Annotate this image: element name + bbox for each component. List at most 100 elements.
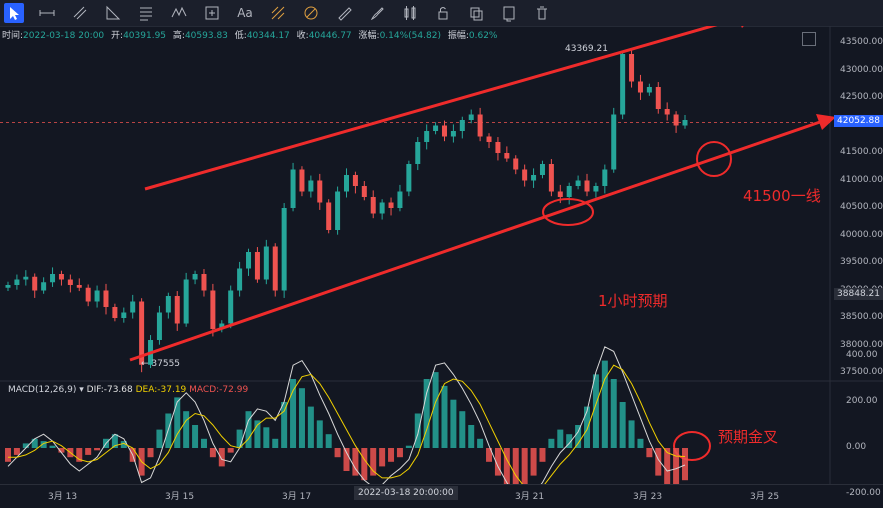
candle-body	[201, 274, 207, 291]
candle-body	[263, 246, 269, 280]
macd-histogram-bar	[22, 443, 29, 448]
candle-body	[290, 169, 296, 208]
candle-body	[406, 164, 412, 192]
price-axis-label: 39500.00	[840, 257, 883, 267]
candle-body	[513, 158, 519, 170]
macd-histogram-bar	[548, 438, 555, 448]
pattern-icon[interactable]	[268, 3, 288, 23]
candle-body	[637, 81, 643, 93]
candle-body	[361, 186, 367, 197]
macd-histogram-bar	[682, 448, 688, 481]
candle-body	[370, 197, 376, 214]
price-axis-label: 42500.00	[840, 92, 883, 102]
price-axis-label: 43000.00	[840, 64, 883, 75]
price-axis-label: 38500.00	[840, 312, 883, 322]
candle-body	[646, 87, 652, 93]
text-icon[interactable]: Aa	[237, 6, 253, 20]
candle-body	[495, 142, 501, 153]
close-value: 40446.77	[308, 31, 352, 41]
expand-icon[interactable]	[802, 32, 816, 46]
forecast-annotation: 1小时预期	[598, 292, 668, 310]
candle-body	[424, 131, 430, 142]
change-value: 0.14%(54.82)	[379, 31, 441, 41]
macd-histogram-bar	[209, 448, 216, 458]
candle-body	[504, 153, 510, 159]
target-circle	[696, 141, 732, 177]
dea-value: DEA:-37.19	[135, 385, 187, 395]
time-axis-label: 3月 17	[282, 492, 312, 502]
dif-line	[7, 346, 686, 484]
candle-body	[50, 274, 56, 283]
candle-body	[67, 279, 73, 285]
time-axis-label: 3月 21	[515, 492, 545, 502]
macd-histogram-bar	[192, 425, 199, 448]
macd-histogram-bar	[40, 441, 47, 448]
chevron-down-icon[interactable]: ▾	[79, 385, 84, 395]
macd-indicator-name[interactable]: MACD(12,26,9)	[8, 385, 77, 395]
candle-body	[121, 312, 127, 318]
candle-body	[629, 54, 635, 82]
wave-pattern-icon[interactable]	[169, 3, 189, 23]
candle-body	[539, 164, 545, 175]
crosshair-price-tag: 38848.21	[834, 288, 883, 300]
macd-histogram-bar	[370, 448, 377, 476]
candle-body	[326, 202, 332, 230]
macd-histogram-bar	[673, 448, 680, 484]
cursor-icon[interactable]	[4, 3, 24, 23]
macd-histogram-bar	[49, 445, 56, 448]
candle-body	[272, 246, 278, 291]
lower-channel-arrow	[129, 120, 821, 362]
macd-histogram-bar	[76, 448, 83, 462]
brush-icon[interactable]	[367, 3, 387, 23]
candle-body	[246, 252, 252, 269]
copy-icon[interactable]	[466, 3, 486, 23]
fib-retracement-icon[interactable]	[103, 3, 123, 23]
candle-body	[575, 180, 581, 186]
fib-fan-icon[interactable]	[301, 3, 321, 23]
close-label: 收:	[296, 31, 309, 41]
macd-histogram-bar	[512, 448, 519, 484]
time-axis-label: 3月 15	[165, 492, 195, 502]
price-axis-label: 40500.00	[840, 202, 883, 212]
macd-histogram-bar	[592, 374, 599, 448]
time-value: 2022-03-18 20:00	[23, 31, 105, 41]
candle-body	[548, 164, 554, 192]
macd-histogram-bar	[334, 448, 341, 458]
parallel-channel-icon[interactable]	[70, 3, 90, 23]
horizontal-line-icon[interactable]	[37, 3, 57, 23]
macd-histogram-bar	[655, 448, 662, 476]
candle-icon[interactable]	[400, 3, 420, 23]
ruler-icon[interactable]	[334, 3, 354, 23]
price-chart[interactable]	[0, 26, 883, 484]
candle-body	[192, 274, 198, 280]
macd-histogram-bar	[263, 427, 270, 448]
trash-icon[interactable]	[532, 3, 552, 23]
macd-histogram-bar	[557, 429, 564, 448]
eye-icon[interactable]	[499, 3, 519, 23]
dea-line	[8, 364, 686, 484]
dif-value: DIF:-73.68	[86, 385, 133, 395]
high-marker: 43369.21	[565, 44, 608, 54]
candle-body	[139, 301, 145, 365]
text-lines-icon[interactable]	[136, 3, 156, 23]
candle-body	[165, 296, 171, 313]
macd-histogram-bar	[637, 438, 644, 448]
drawing-toolbar: Aa	[0, 0, 883, 27]
candle-body	[335, 191, 341, 230]
macd-histogram-bar	[200, 438, 207, 448]
candle-body	[655, 87, 661, 109]
macd-axis-label: -200.00	[846, 488, 881, 498]
lock-icon[interactable]	[433, 3, 453, 23]
candle-body	[103, 290, 109, 307]
macd-histogram-bar	[218, 448, 225, 467]
measure-icon[interactable]	[202, 3, 222, 23]
macd-histogram-bar	[450, 399, 457, 448]
macd-histogram-bar	[111, 434, 118, 448]
time-axis: 3月 13 3月 15 3月 17 3月 21 3月 23 3月 25 2022-03-18…	[0, 484, 883, 508]
change-label: 涨幅:	[358, 31, 380, 41]
macd-histogram-bar	[227, 448, 234, 453]
macd-histogram-bar	[503, 448, 510, 484]
ohlc-readout: 时间:2022-03-18 20:00 开:40391.95 高:40593.8…	[2, 28, 497, 41]
golden-cross-annotation: 预期金叉	[718, 428, 779, 446]
macd-histogram-bar	[388, 448, 395, 462]
